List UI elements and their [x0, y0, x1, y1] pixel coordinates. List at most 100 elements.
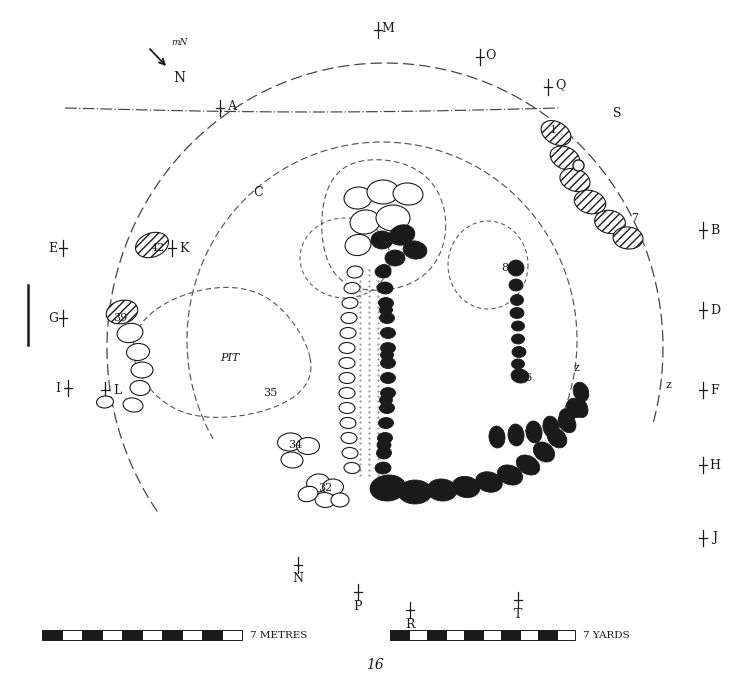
Text: L: L: [112, 384, 122, 397]
Ellipse shape: [380, 350, 394, 360]
Ellipse shape: [558, 413, 576, 433]
Ellipse shape: [377, 264, 391, 275]
Ellipse shape: [512, 347, 526, 358]
Bar: [390, 630, 409, 640]
Ellipse shape: [322, 479, 344, 495]
Ellipse shape: [341, 432, 357, 443]
Ellipse shape: [550, 146, 580, 170]
Ellipse shape: [380, 373, 395, 384]
Ellipse shape: [377, 440, 391, 451]
Ellipse shape: [375, 266, 391, 278]
Text: D: D: [710, 303, 720, 316]
Ellipse shape: [331, 493, 349, 507]
Text: z: z: [665, 380, 671, 390]
Ellipse shape: [512, 359, 524, 369]
Ellipse shape: [315, 493, 335, 508]
Ellipse shape: [511, 369, 529, 383]
Ellipse shape: [489, 426, 505, 448]
Ellipse shape: [377, 432, 392, 443]
Bar: [446, 630, 464, 640]
Ellipse shape: [350, 210, 380, 234]
Text: N: N: [173, 71, 185, 85]
Text: 16: 16: [366, 658, 384, 672]
Text: S: S: [613, 106, 621, 119]
Text: N: N: [292, 573, 304, 586]
Text: T: T: [514, 608, 522, 621]
Ellipse shape: [508, 424, 524, 446]
Ellipse shape: [117, 323, 143, 342]
Text: 42: 42: [151, 243, 165, 253]
Ellipse shape: [341, 312, 357, 323]
Text: mN: mN: [172, 38, 188, 47]
Text: O: O: [484, 49, 495, 62]
Text: J: J: [712, 532, 718, 545]
Ellipse shape: [131, 362, 153, 378]
Ellipse shape: [342, 297, 358, 308]
Ellipse shape: [613, 227, 643, 249]
Text: 17: 17: [518, 430, 532, 440]
Bar: [482, 630, 501, 640]
Text: 32: 32: [318, 483, 332, 493]
Ellipse shape: [339, 373, 355, 384]
Ellipse shape: [379, 417, 394, 429]
Ellipse shape: [339, 403, 355, 414]
Ellipse shape: [509, 279, 523, 291]
Ellipse shape: [516, 455, 540, 475]
Bar: [42, 630, 62, 640]
Ellipse shape: [512, 321, 524, 331]
Text: 1: 1: [550, 125, 556, 135]
Text: C: C: [254, 186, 262, 199]
Ellipse shape: [339, 342, 355, 353]
Bar: [122, 630, 142, 640]
Ellipse shape: [560, 409, 574, 429]
Ellipse shape: [497, 465, 523, 485]
Text: 8: 8: [502, 263, 509, 273]
Ellipse shape: [296, 438, 320, 455]
Bar: [538, 630, 556, 640]
Ellipse shape: [380, 305, 392, 315]
Ellipse shape: [595, 210, 626, 234]
Text: G: G: [48, 312, 58, 325]
Ellipse shape: [526, 421, 542, 443]
Text: z: z: [574, 363, 580, 373]
Bar: [409, 630, 427, 640]
Text: F: F: [711, 384, 719, 397]
Ellipse shape: [380, 388, 395, 399]
Ellipse shape: [342, 447, 358, 458]
Ellipse shape: [371, 231, 393, 249]
Ellipse shape: [379, 297, 394, 308]
Ellipse shape: [307, 474, 329, 492]
Ellipse shape: [393, 183, 423, 205]
Bar: [182, 630, 202, 640]
Ellipse shape: [541, 121, 571, 145]
Ellipse shape: [370, 475, 406, 501]
Ellipse shape: [427, 479, 457, 501]
Ellipse shape: [566, 399, 584, 418]
Ellipse shape: [130, 380, 150, 395]
Ellipse shape: [123, 398, 143, 412]
Ellipse shape: [512, 334, 524, 344]
Ellipse shape: [339, 388, 355, 399]
Ellipse shape: [375, 462, 391, 474]
Text: 16: 16: [519, 373, 533, 383]
Ellipse shape: [380, 342, 395, 353]
Ellipse shape: [380, 327, 395, 338]
Text: PIT: PIT: [220, 353, 240, 363]
Ellipse shape: [533, 442, 554, 462]
Text: M: M: [382, 21, 394, 34]
Ellipse shape: [339, 358, 355, 369]
Text: 7 YARDS: 7 YARDS: [583, 630, 630, 640]
Ellipse shape: [574, 190, 606, 214]
Ellipse shape: [347, 266, 363, 278]
Bar: [222, 630, 242, 640]
Ellipse shape: [543, 416, 560, 438]
Ellipse shape: [385, 250, 405, 266]
Text: 7 METRES: 7 METRES: [250, 630, 308, 640]
Ellipse shape: [376, 205, 410, 231]
Ellipse shape: [97, 396, 113, 408]
Bar: [464, 630, 482, 640]
Ellipse shape: [376, 447, 392, 459]
Ellipse shape: [136, 232, 169, 258]
Text: 35: 35: [262, 388, 278, 398]
Ellipse shape: [476, 472, 502, 493]
